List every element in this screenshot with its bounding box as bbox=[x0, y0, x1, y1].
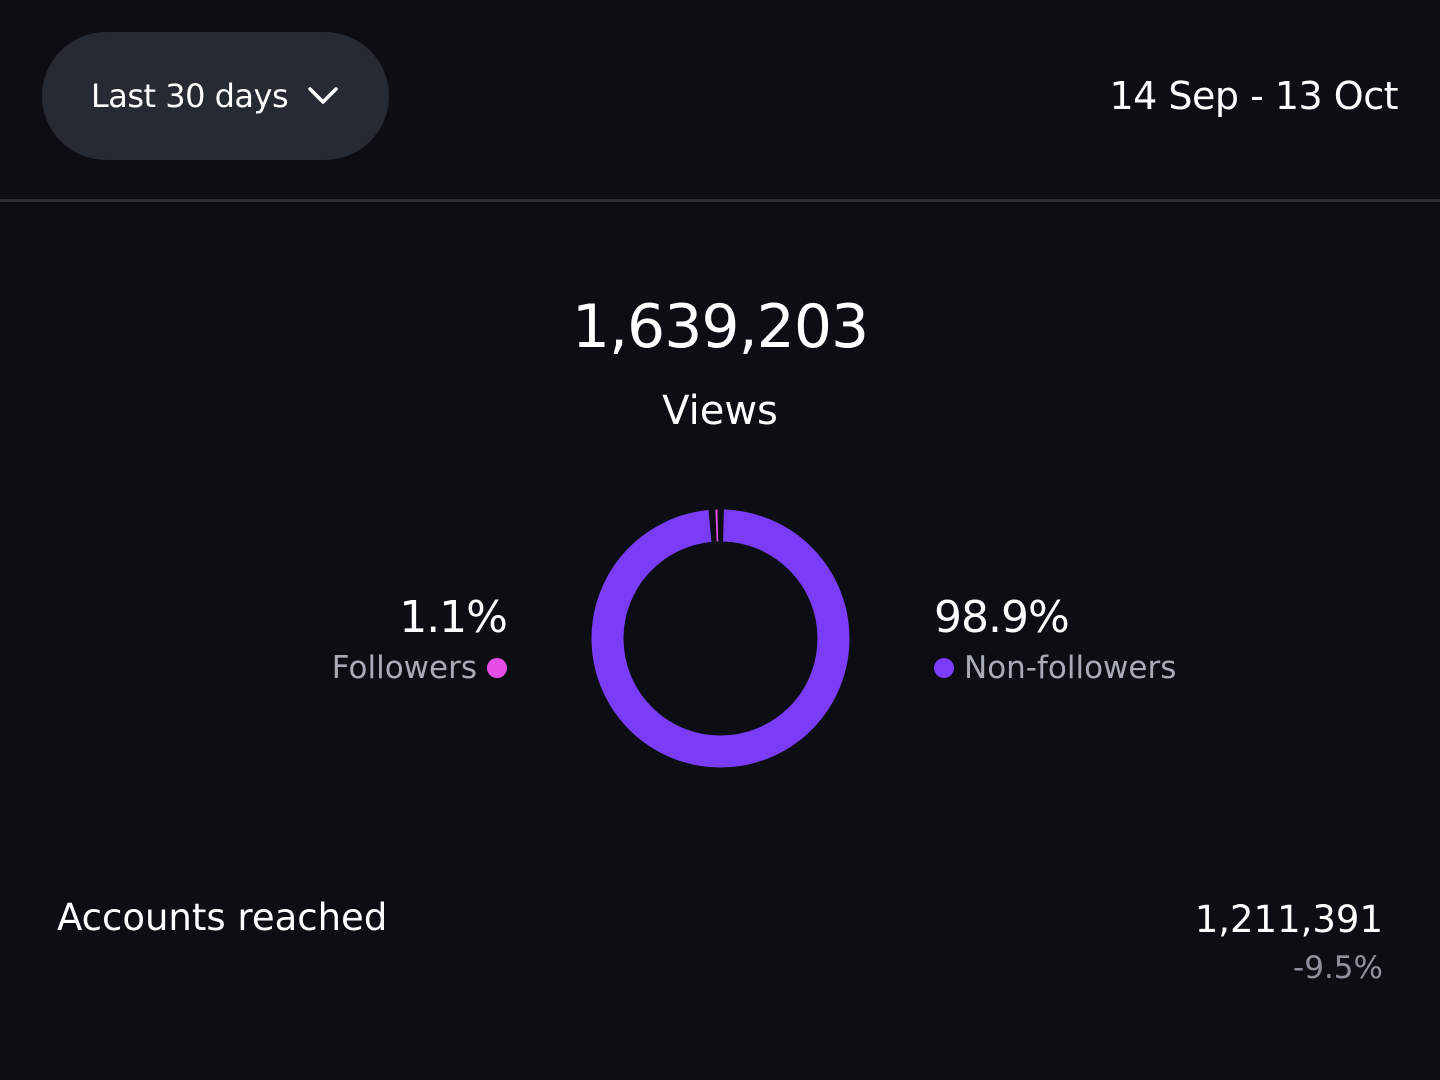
header-divider bbox=[0, 199, 1440, 202]
date-range-dropdown[interactable]: Last 30 days bbox=[42, 32, 389, 160]
chevron-down-icon bbox=[306, 79, 340, 113]
nonfollowers-legend: Non-followers bbox=[934, 650, 1176, 686]
followers-legend-label: Followers bbox=[331, 650, 477, 686]
followers-percentage: 1.1% bbox=[399, 592, 508, 643]
date-range-dropdown-label: Last 30 days bbox=[90, 77, 289, 115]
followers-dot-icon bbox=[487, 658, 507, 678]
donut-slice-non-followers bbox=[591, 509, 850, 768]
accounts-reached-label: Accounts reached bbox=[57, 896, 388, 939]
nonfollowers-legend-label: Non-followers bbox=[964, 650, 1177, 686]
views-total: 1,639,203 bbox=[571, 292, 869, 362]
accounts-reached-value: 1,211,391 bbox=[1194, 898, 1383, 941]
date-range-text: 14 Sep - 13 Oct bbox=[1109, 74, 1398, 118]
views-donut-chart bbox=[591, 509, 850, 768]
nonfollowers-percentage: 98.9% bbox=[934, 592, 1070, 643]
followers-legend: Followers bbox=[332, 650, 507, 686]
accounts-reached-change: -9.5% bbox=[1293, 950, 1383, 986]
nonfollowers-dot-icon bbox=[934, 658, 954, 678]
views-label: Views bbox=[662, 388, 778, 434]
